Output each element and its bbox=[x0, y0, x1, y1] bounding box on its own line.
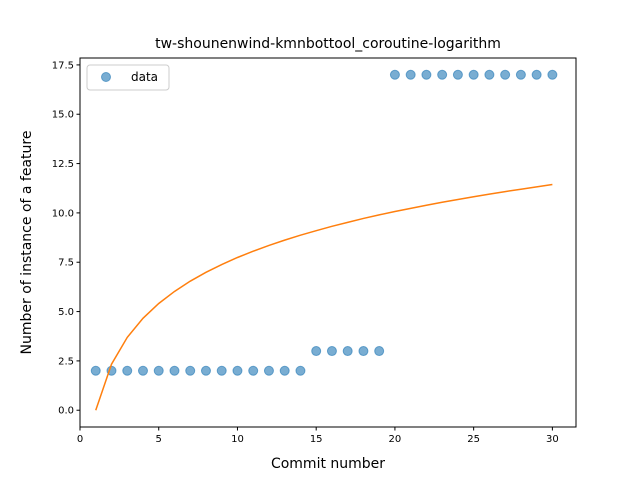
data-point bbox=[358, 346, 369, 357]
data-point bbox=[484, 69, 495, 80]
data-point bbox=[311, 346, 322, 357]
data-point bbox=[90, 365, 101, 376]
data-point bbox=[547, 69, 558, 80]
data-point bbox=[468, 69, 479, 80]
y-axis-label: Number of instance of a feature bbox=[19, 131, 35, 355]
data-point bbox=[326, 346, 337, 357]
y-axis: 0.0 2.5 5.0 7.5 10.0 12.5 15.0 17.5 bbox=[52, 60, 80, 417]
data-point bbox=[232, 365, 243, 376]
legend-box bbox=[86, 64, 170, 91]
y-tick-label: 15.0 bbox=[52, 110, 74, 121]
data-point bbox=[295, 365, 306, 376]
data-point bbox=[374, 346, 385, 357]
data-point bbox=[185, 365, 196, 376]
fit-line bbox=[95, 183, 553, 411]
x-tick-label: 10 bbox=[231, 434, 244, 445]
chart-title: tw-shounenwind-kmnbottool_coroutine-loga… bbox=[155, 36, 501, 52]
data-point bbox=[263, 365, 274, 376]
axes-frame bbox=[79, 57, 577, 428]
y-tick-label: 7.5 bbox=[58, 258, 74, 269]
x-tick-label: 0 bbox=[77, 434, 83, 445]
x-tick-label: 15 bbox=[310, 434, 323, 445]
data-point bbox=[452, 69, 463, 80]
data-point bbox=[515, 69, 526, 80]
y-tick-label: 12.5 bbox=[52, 159, 74, 170]
data-point bbox=[200, 365, 211, 376]
data-point bbox=[137, 365, 148, 376]
y-tick-label: 5.0 bbox=[58, 307, 74, 318]
data-point bbox=[405, 69, 416, 80]
y-tick-label: 17.5 bbox=[52, 60, 74, 71]
legend: data bbox=[86, 64, 170, 91]
x-axis: 0 5 10 15 20 25 30 bbox=[77, 427, 559, 445]
x-tick-label: 25 bbox=[467, 434, 480, 445]
data-point bbox=[153, 365, 164, 376]
y-tick-label: 0.0 bbox=[58, 406, 74, 417]
data-point bbox=[421, 69, 432, 80]
data-point bbox=[279, 365, 290, 376]
x-tick-label: 30 bbox=[546, 434, 559, 445]
data-point bbox=[248, 365, 259, 376]
series-layer bbox=[90, 69, 558, 411]
y-tick-label: 2.5 bbox=[58, 356, 74, 367]
y-tick-label: 10.0 bbox=[52, 208, 74, 219]
data-point bbox=[437, 69, 448, 80]
legend-marker-data bbox=[101, 72, 111, 82]
data-point bbox=[500, 69, 511, 80]
data-point bbox=[389, 69, 400, 80]
x-tick-label: 5 bbox=[156, 434, 162, 445]
data-point bbox=[122, 365, 133, 376]
x-tick-label: 20 bbox=[389, 434, 402, 445]
data-point bbox=[531, 69, 542, 80]
data-point bbox=[216, 365, 227, 376]
x-axis-label: Commit number bbox=[271, 456, 385, 472]
data-point bbox=[169, 365, 180, 376]
legend-label-data: data bbox=[131, 70, 158, 84]
data-point bbox=[342, 346, 353, 357]
